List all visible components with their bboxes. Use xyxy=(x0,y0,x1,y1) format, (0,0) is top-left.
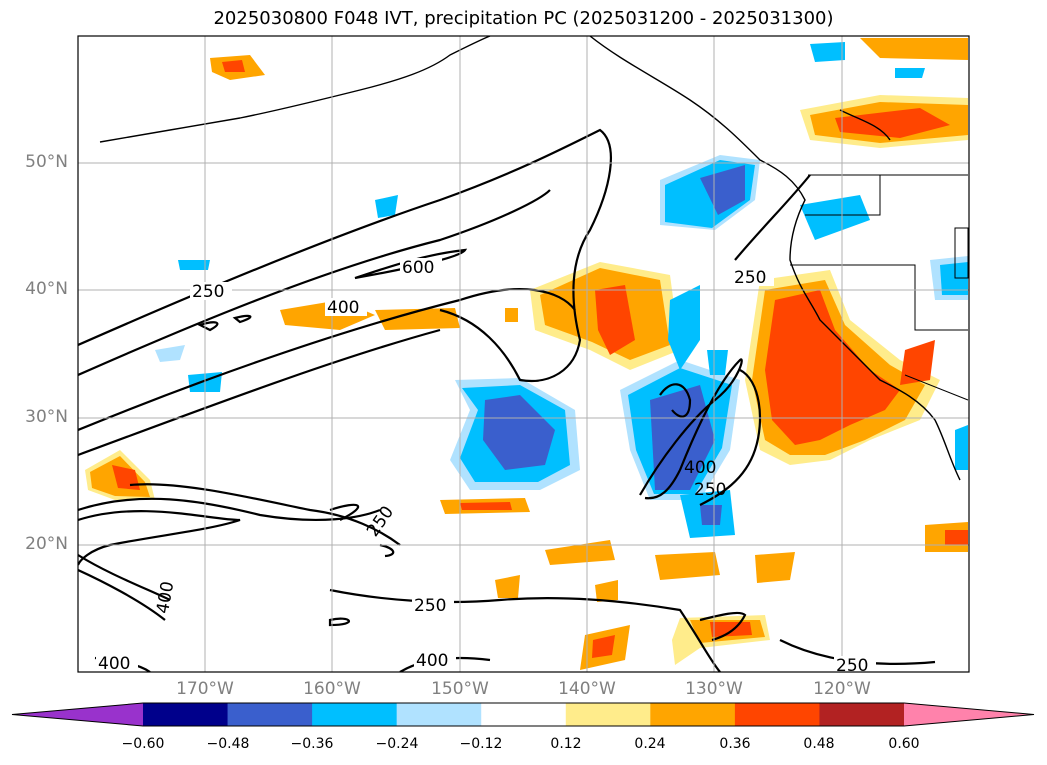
colorbar-tick-label: 0.24 xyxy=(634,736,666,752)
contour-labels: 250 400 600 400 250 250 400 250 400 250 … xyxy=(96,258,876,676)
contour-label: 250 xyxy=(192,282,224,302)
lat-tick-label: 20°N xyxy=(25,534,68,554)
contour-label: 250 xyxy=(734,268,766,288)
colorbar-extend-max xyxy=(904,703,1034,726)
map-title: 2025030800 F048 IVT, precipitation PC (2… xyxy=(213,8,834,29)
coastlines xyxy=(99,36,961,481)
colorbar-tick-label: −0.60 xyxy=(121,736,165,752)
contour-label: 400 xyxy=(416,651,448,671)
contour-label: 400 xyxy=(684,458,716,478)
lon-tick-label: 120°W xyxy=(813,679,871,699)
colorbar-tick-label: −0.12 xyxy=(459,736,503,752)
colorbar-segment xyxy=(734,703,820,726)
colorbar-outline xyxy=(11,702,1035,727)
ivt-contours xyxy=(78,128,936,672)
lon-tick-label: 150°W xyxy=(431,679,489,699)
colorbar-segment xyxy=(396,703,482,726)
lat-tick-label: 30°N xyxy=(25,407,68,427)
map-frame xyxy=(77,35,970,673)
colorbar-segment xyxy=(227,703,313,726)
colorbar-tick-label: 0.48 xyxy=(803,736,835,752)
colorbar-tick-label: −0.48 xyxy=(206,736,250,752)
contour-label: 400 xyxy=(327,298,359,318)
lon-tick-label: 140°W xyxy=(558,679,616,699)
colorbar-segment xyxy=(312,703,398,726)
colorbar-segment xyxy=(565,703,651,726)
colorbar-extend-min xyxy=(12,703,143,726)
contour-label: 400 xyxy=(98,654,130,674)
colorbar-tick-label: −0.36 xyxy=(290,736,334,752)
colorbar-segment xyxy=(481,703,567,726)
colorbar-segment xyxy=(819,703,905,726)
colorbar-segment xyxy=(650,703,736,726)
negative-precip-anomaly xyxy=(155,42,968,538)
colorbar xyxy=(11,702,1035,727)
contour-label: 600 xyxy=(402,258,434,278)
colorbar-tick-label: 0.60 xyxy=(888,736,920,752)
contour-label: 250 xyxy=(414,596,446,616)
colorbar-tick-label: 0.36 xyxy=(719,736,751,752)
lat-tick-label: 40°N xyxy=(25,279,68,299)
lat-tick-label: 50°N xyxy=(25,152,68,172)
lon-tick-label: 130°W xyxy=(685,679,743,699)
lon-tick-label: 160°W xyxy=(303,679,361,699)
colorbar-tick-label: 0.12 xyxy=(550,736,582,752)
contour-label: 250 xyxy=(836,656,868,676)
contour-label: 250 xyxy=(694,480,726,500)
colorbar-segment xyxy=(143,703,229,726)
colorbar-tick-label: −0.24 xyxy=(375,736,419,752)
map-gridlines xyxy=(78,36,969,672)
lon-tick-label: 170°W xyxy=(176,679,234,699)
